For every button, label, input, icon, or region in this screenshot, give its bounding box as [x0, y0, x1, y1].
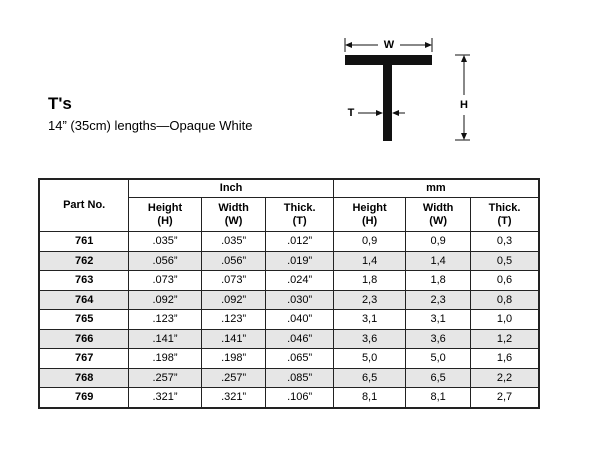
- cell: 5,0: [405, 348, 471, 369]
- cell: 0,5: [469, 250, 540, 271]
- column-header: Thick. (T): [469, 197, 540, 232]
- cell: 6,5: [405, 367, 471, 388]
- column-header: Height (H): [332, 197, 407, 232]
- cell: .141”: [200, 328, 267, 349]
- cell: 1,8: [332, 270, 407, 291]
- group-header: mm: [332, 178, 540, 198]
- cell: .141”: [128, 328, 202, 349]
- part-no: 763: [38, 270, 130, 291]
- cell: 8,1: [405, 387, 471, 408]
- cell: 5,0: [332, 348, 407, 369]
- cell: .257”: [128, 367, 202, 388]
- column-row: Height (H) Width (W) Thick. (T) Height (H) W…: [39, 197, 540, 232]
- cell: .030”: [265, 289, 334, 310]
- cell: 0,9: [405, 231, 471, 252]
- cell: .056”: [128, 250, 202, 271]
- data-row: 762.056” .056” .019” 1,4 1,4 0,5: [38, 250, 540, 271]
- column-header: Width (W): [200, 197, 267, 232]
- cell: .012”: [265, 231, 334, 252]
- cell: 1,6: [469, 348, 540, 369]
- cell: .123”: [200, 309, 267, 330]
- cell: 3,6: [332, 328, 407, 349]
- part-no: 761: [38, 231, 130, 252]
- cell: 1,4: [405, 250, 471, 271]
- cell: 6,5: [332, 367, 407, 388]
- cell: .046”: [265, 328, 334, 349]
- cell: 0,9: [332, 231, 407, 252]
- w-label: W: [384, 39, 395, 51]
- subtitle: 14” (35cm) lengths—Opaque White: [48, 118, 253, 133]
- cell: .035”: [200, 231, 267, 252]
- cell: 3,6: [405, 328, 471, 349]
- cell: .198”: [200, 348, 267, 369]
- spec-table: Part No. Inch mm Height (H) Width (W) Thick. …: [38, 178, 540, 409]
- cell: .024”: [265, 270, 334, 291]
- cell: 2,7: [469, 387, 540, 408]
- cell: .321”: [200, 387, 267, 408]
- cell: .123”: [128, 309, 202, 330]
- data-row: 768.257” .257” .085” 6,5 6,5 2,2: [38, 367, 540, 388]
- cell: .056”: [200, 250, 267, 271]
- cell: 3,1: [405, 309, 471, 330]
- group-row: Part No. Inch mm: [38, 178, 540, 232]
- column-header: Thick. (T): [265, 197, 334, 232]
- data-row: 765.123” .123” .040” 3,1 3,1 1,0: [38, 309, 540, 330]
- data-row: 761.035” .035” .012” 0,9 0,9 0,3: [38, 231, 540, 252]
- cell: 2,3: [405, 289, 471, 310]
- group-header: Inch: [128, 178, 334, 198]
- title: T's: [48, 94, 72, 113]
- cell: 8,1: [332, 387, 407, 408]
- part-no: 767: [38, 348, 130, 369]
- part-no: 769: [38, 387, 130, 408]
- part-no: 765: [38, 309, 130, 330]
- data-row: 766.141” .141” .046” 3,6 3,6 1,2: [38, 328, 540, 349]
- part-no: 768: [38, 367, 130, 388]
- h-label: H: [460, 99, 468, 111]
- cell: 1,2: [469, 328, 540, 349]
- data-row: 763.073” .073” .024” 1,8 1,8 0,6: [38, 270, 540, 291]
- part-no: 762: [38, 250, 130, 271]
- t-label: T: [348, 107, 355, 119]
- data-row: 764.092” .092” .030” 2,3 2,3 0,8: [38, 289, 540, 310]
- cell: 0,3: [469, 231, 540, 252]
- column-header: Width (W): [405, 197, 471, 232]
- data-row: 769.321” .321” .106” 8,1 8,1 2,7: [38, 387, 540, 408]
- cell: .092”: [200, 289, 267, 310]
- cell: 0,8: [469, 289, 540, 310]
- cell: 2,3: [332, 289, 407, 310]
- cell: .198”: [128, 348, 202, 369]
- cell: 3,1: [332, 309, 407, 330]
- t-flange: [345, 55, 432, 65]
- cell: .321”: [128, 387, 202, 408]
- cell: 2,2: [469, 367, 540, 388]
- t-stem: [383, 65, 392, 141]
- column-header: Height (H): [128, 197, 202, 232]
- cell: 1,0: [469, 309, 540, 330]
- data-row: 767.198” .198” .065” 5,0 5,0 1,6: [38, 348, 540, 369]
- cell: .106”: [265, 387, 334, 408]
- cell: .257”: [200, 367, 267, 388]
- part-no: 766: [38, 328, 130, 349]
- column-header: Part No.: [38, 178, 130, 232]
- cell: 1,8: [405, 270, 471, 291]
- cell: .073”: [128, 270, 202, 291]
- part-no: 764: [38, 289, 130, 310]
- cell: .035”: [128, 231, 202, 252]
- cell: .092”: [128, 289, 202, 310]
- t-arrowheads: [376, 110, 399, 116]
- cell: 0,6: [469, 270, 540, 291]
- cell: .040”: [265, 309, 334, 330]
- cell: .085”: [265, 367, 334, 388]
- cell: 1,4: [332, 250, 407, 271]
- cell: .065”: [265, 348, 334, 369]
- t-diagram: W H T: [344, 38, 470, 141]
- cell: .073”: [200, 270, 267, 291]
- cell: .019”: [265, 250, 334, 271]
